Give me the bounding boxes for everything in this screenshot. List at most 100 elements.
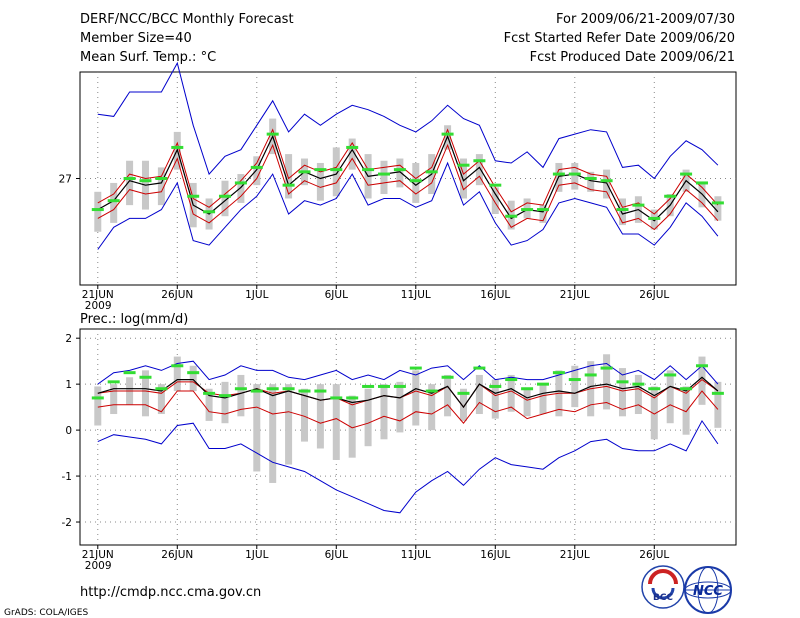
spread-bar [698,182,706,208]
spread-bar [380,160,388,195]
member-marker [568,378,581,382]
produced-date: Fcst Produced Date 2009/06/21 [530,50,735,65]
spread-bar [571,162,579,190]
member-marker [282,183,295,187]
member-marker [250,389,263,393]
spread-bar [300,388,308,442]
member-marker [187,194,200,198]
y-tick-label: -2 [62,517,72,529]
spread-bar [285,154,293,199]
member-marker [203,391,216,395]
member-marker [298,170,311,174]
spread-bar [269,384,277,483]
spread-bar [221,180,229,217]
member-marker [409,179,422,183]
upper-envelope-line [97,61,719,180]
y-tick-label: 0 [65,425,72,437]
member-marker [107,199,120,203]
spread-bar [380,384,388,440]
spread-bar [396,158,404,188]
member-marker [218,194,231,198]
spread-bar [634,374,642,415]
spread-bar [539,384,547,415]
member-size: Member Size=40 [80,31,192,46]
member-marker [123,371,136,375]
x-tick-label: 1JUL [245,289,268,301]
y-tick-label: -1 [62,471,72,483]
member-marker [489,183,502,187]
member-marker [521,208,534,212]
spread-bar [157,384,165,415]
member-marker [377,384,390,388]
member-marker [664,194,677,198]
member-marker [711,391,724,395]
spread-bar [237,374,245,417]
member-marker [632,382,645,386]
member-marker [441,375,454,379]
member-marker [218,394,231,398]
chart-title: DERF/NCC/BCC Monthly Forecast [80,12,294,27]
ncc-logo: NCC [684,566,732,614]
spread-bar [475,374,483,415]
member-marker [187,371,200,375]
lower-inner-line [97,143,719,231]
spread-bar [316,384,324,449]
website-url: http://cmdp.ncc.cma.gov.cn [80,585,261,600]
x-tick-label: 6JUL [325,289,348,301]
member-marker [441,132,454,136]
lower-envelope-line [97,161,719,250]
x-tick-label: 21JUL [560,549,590,561]
member-marker [250,165,263,169]
spread-bar [173,356,181,392]
spread-bar [364,388,372,447]
precipitation-panel: 21JUN 26JUN 1JUL 6JUL 11JUL 16JUL 21JUL 26JUL20… [62,328,737,572]
started-date: Fcst Started Refer Date 2009/06/20 [504,31,735,46]
lower-inner-line [97,390,719,429]
spread-bar [412,370,420,426]
member-marker [552,172,565,176]
precip-variable-label: Prec.: log(mm/d) [80,312,188,327]
member-marker [584,373,597,377]
spread-bar [539,205,547,223]
member-marker [473,159,486,163]
member-marker [473,366,486,370]
spread-bar [396,381,404,433]
member-marker [393,168,406,172]
ncc-logo-text: NCC [693,584,723,599]
member-marker [664,373,677,377]
upper-inner-line [97,128,719,215]
x-tick-label: 11JUL [401,289,431,301]
member-marker [489,384,502,388]
member-marker [266,132,279,136]
member-marker [282,387,295,391]
member-marker [91,396,104,400]
spread-bar [618,198,626,226]
x-year-label: 2009 [85,300,112,312]
spread-bar [94,191,102,232]
member-marker [139,375,152,379]
forecast-period: For 2009/06/21-2009/07/30 [556,12,735,27]
member-marker [425,389,438,393]
spread-bar [348,395,356,458]
upper-envelope-line [97,360,719,385]
spread-bar [221,381,229,424]
member-marker [91,208,104,212]
member-marker [536,208,549,212]
spread-bar [714,381,722,428]
member-marker [107,380,120,384]
member-marker [377,172,390,176]
member-marker [234,181,247,185]
x-tick-label: 26JUL [639,549,669,561]
spread-bar [491,187,499,214]
member-marker [234,387,247,391]
y-tick-label: 27 [59,174,72,186]
x-tick-label: 16JUL [480,549,510,561]
member-marker [648,216,661,220]
spread-bar [666,370,674,424]
spread-bar [587,171,595,192]
spread-bar [459,158,467,199]
member-marker [457,391,470,395]
x-tick-label: 26JUN [161,289,193,301]
spread-bar [475,154,483,186]
